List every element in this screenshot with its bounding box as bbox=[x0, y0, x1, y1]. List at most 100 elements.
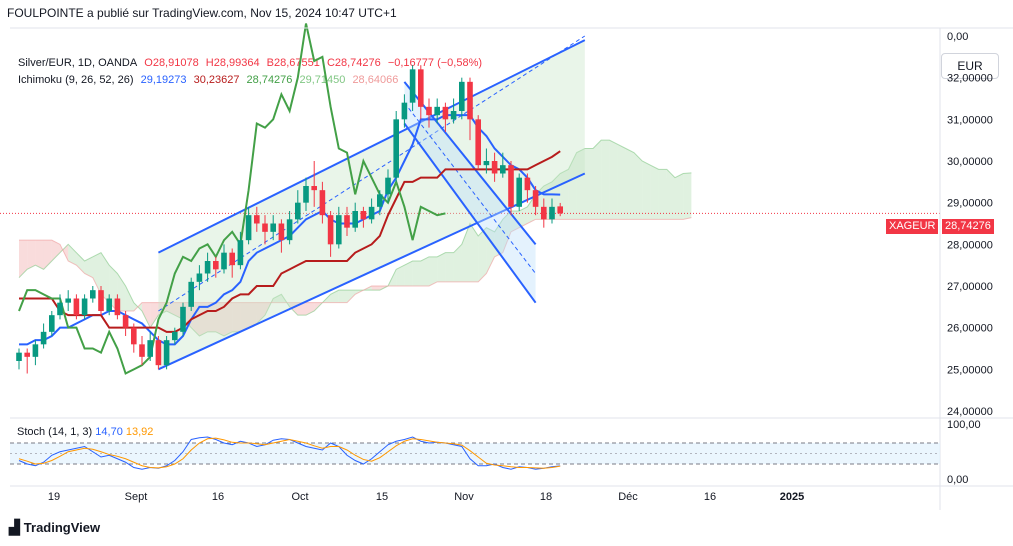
cloud-segment bbox=[412, 261, 421, 286]
cloud-segment bbox=[502, 211, 511, 253]
ichimoku-senkou-a-value: 29,71450 bbox=[299, 74, 346, 86]
channel-descending-lower bbox=[403, 122, 537, 304]
kijun-line bbox=[19, 150, 561, 333]
candles bbox=[16, 65, 563, 374]
symbol-legend: Silver/EUR, 1D, OANDA O28,91078 H28,9936… bbox=[18, 57, 486, 69]
publish-header: FOULPOINTE a publié sur TradingView.com,… bbox=[7, 6, 397, 20]
x-tick-label: Déc bbox=[618, 491, 638, 503]
candle-body bbox=[336, 215, 342, 245]
candle-body bbox=[131, 327, 137, 345]
candle-body bbox=[180, 306, 186, 332]
cloud-segment bbox=[658, 169, 667, 220]
cloud-segment bbox=[519, 206, 528, 228]
stoch-tick-label: 0,00 bbox=[947, 474, 968, 486]
candle-body bbox=[532, 190, 539, 207]
candle-body bbox=[319, 190, 326, 216]
candle-body bbox=[139, 344, 145, 357]
cloud-segment bbox=[92, 252, 101, 295]
cloud-segment bbox=[576, 148, 585, 220]
candle-body bbox=[98, 290, 104, 311]
candle-body bbox=[213, 261, 219, 270]
candle-body bbox=[377, 194, 383, 207]
senkou-a-line bbox=[18, 139, 692, 337]
cloud-segment bbox=[232, 302, 241, 332]
candle-body bbox=[188, 281, 194, 307]
candle-body bbox=[286, 219, 293, 241]
currency-label: EUR bbox=[957, 59, 983, 73]
cloud-segment bbox=[84, 256, 93, 278]
candle-body bbox=[442, 106, 449, 120]
stoch-label: Stoch (14, 1, 3) bbox=[17, 426, 93, 438]
candle-body bbox=[524, 177, 531, 191]
tradingview-logo[interactable]: ▟ TradingView bbox=[9, 519, 100, 536]
y-tick-label: 29,00000 bbox=[947, 198, 993, 210]
stoch-legend: Stoch (14, 1, 3) 14,70 13,92 bbox=[17, 426, 153, 438]
legend-close: C28,74276 bbox=[326, 57, 381, 69]
cloud-segment bbox=[683, 172, 692, 220]
candle-body bbox=[549, 206, 555, 220]
cloud-segment bbox=[445, 252, 454, 282]
candle-body bbox=[254, 215, 260, 224]
candle-body bbox=[508, 165, 514, 207]
candle-body bbox=[311, 186, 317, 191]
channel-fill-descending bbox=[404, 81, 536, 303]
cloud-segment bbox=[76, 252, 85, 274]
candle-body bbox=[418, 69, 424, 107]
cloud-segment bbox=[43, 240, 52, 270]
x-tick-label: 15 bbox=[376, 491, 388, 503]
currency-button[interactable]: EUR bbox=[941, 53, 999, 79]
candle-body bbox=[401, 102, 408, 120]
candle-body bbox=[81, 298, 88, 316]
candle-body bbox=[122, 315, 129, 328]
candle-body bbox=[541, 206, 547, 220]
cloud-segment bbox=[634, 152, 643, 220]
y-tick-label: 0,00 bbox=[947, 31, 968, 43]
x-tick-label: Nov bbox=[454, 491, 474, 503]
y-tick-label: 28,00000 bbox=[947, 239, 993, 251]
channel-ascending-upper bbox=[157, 39, 586, 254]
candle-body bbox=[491, 161, 498, 174]
x-tick-label: Sept bbox=[125, 491, 148, 503]
candle-body bbox=[106, 298, 112, 311]
candle-body bbox=[516, 177, 522, 207]
ichimoku-senkou-b-value: 28,64066 bbox=[352, 74, 399, 86]
legend-change: −0,16777 (−0,58%) bbox=[387, 57, 483, 69]
candle-body bbox=[172, 331, 178, 341]
legend-open: O28,91078 bbox=[144, 57, 199, 69]
cloud-segment bbox=[330, 290, 339, 303]
x-tick-label: 16 bbox=[704, 491, 716, 503]
candle-body bbox=[229, 252, 235, 266]
cloud-segment bbox=[609, 140, 618, 220]
cloud-segment bbox=[125, 286, 134, 311]
last-price-tag: 28,74276 bbox=[942, 219, 994, 234]
candle-body bbox=[204, 261, 211, 274]
cloud-segment bbox=[68, 244, 77, 266]
candle-body bbox=[278, 223, 285, 241]
cloud-segment bbox=[256, 302, 265, 324]
time-axis: 19 Sept 16 Oct 15 Nov 18 Déc 16 2025 bbox=[48, 491, 804, 503]
legend-symbol: Silver/EUR, 1D, OANDA bbox=[18, 57, 138, 69]
candle-body bbox=[163, 340, 170, 366]
y-tick-label: 24,00000 bbox=[947, 406, 993, 418]
cloud-segment bbox=[625, 148, 634, 220]
y-tick-label: 26,00000 bbox=[947, 323, 993, 335]
candle-body bbox=[303, 186, 309, 203]
cloud-segment bbox=[273, 294, 282, 303]
symbol-tag: XAGEUR bbox=[886, 219, 939, 234]
ichimoku-kijun-value: 30,23627 bbox=[193, 74, 240, 86]
candle-body bbox=[57, 302, 63, 316]
cloud-segment bbox=[150, 302, 159, 328]
candle-body bbox=[24, 352, 30, 357]
candle-body bbox=[73, 298, 80, 316]
cloud-segment bbox=[478, 227, 487, 282]
candle-body bbox=[500, 165, 506, 174]
candle-body bbox=[434, 106, 440, 116]
candle-body bbox=[32, 344, 39, 357]
channel-descending-mid bbox=[404, 102, 536, 274]
cloud-segment bbox=[240, 302, 249, 332]
ichimoku-label: Ichimoku (9, 26, 52, 26) bbox=[18, 74, 134, 86]
cloud-segment bbox=[650, 165, 659, 220]
candle-body bbox=[483, 161, 490, 166]
cloud-segment bbox=[675, 173, 684, 220]
